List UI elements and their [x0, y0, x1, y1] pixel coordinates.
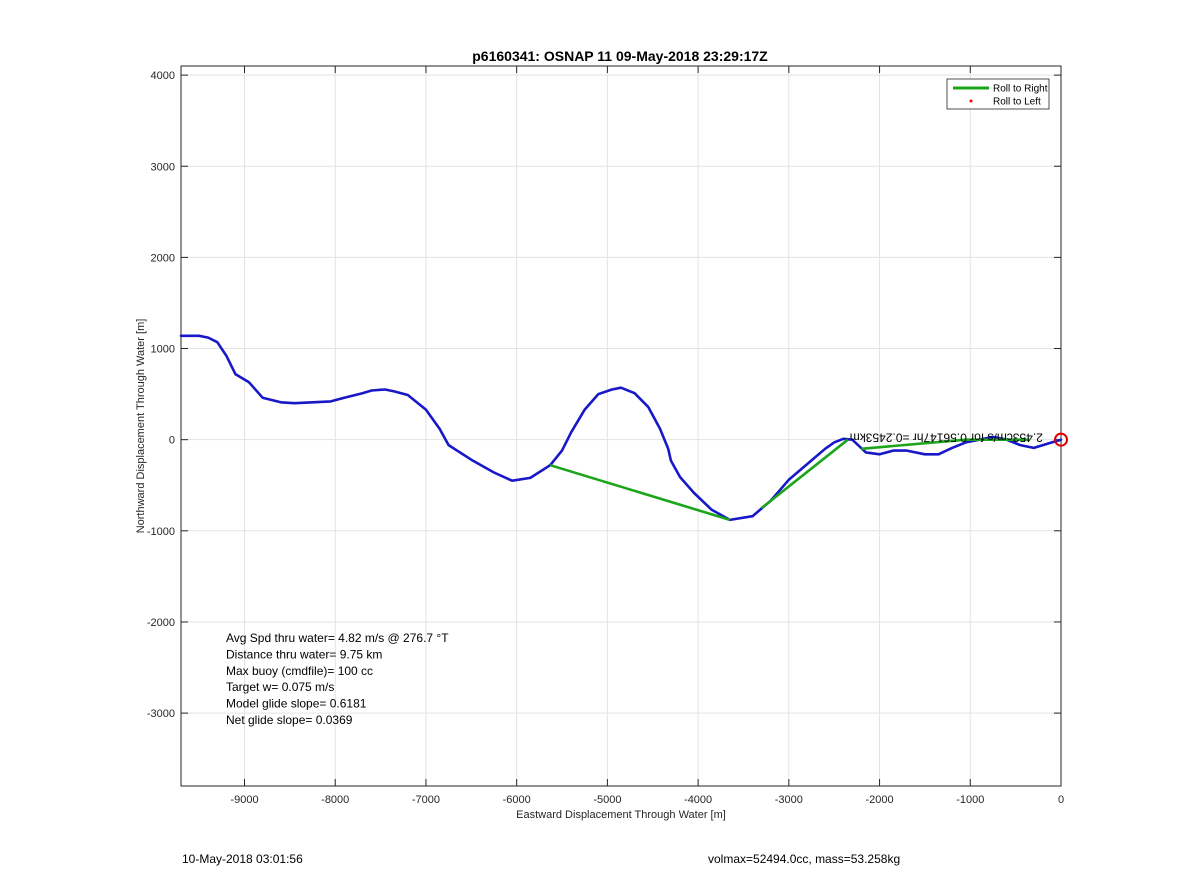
x-tick-label: -2000	[865, 794, 893, 806]
legend-box	[946, 78, 1050, 110]
y-tick-label: -3000	[147, 708, 175, 720]
end-position-marker	[1054, 432, 1068, 447]
y-tick-label: 4000	[151, 70, 175, 82]
stats-block: Avg Spd thru water= 4.82 m/s @ 276.7 °T D…	[226, 631, 449, 727]
y-tick-label: -1000	[147, 526, 175, 538]
x-tick-label: 0	[1058, 794, 1064, 806]
rotated-annotation: 2.453cm/s for 0.56147hr =0.2453km	[850, 431, 1043, 445]
roll-to-right-segment	[549, 463, 731, 522]
legend-swatch-roll-left	[969, 99, 973, 103]
roll-to-right-segment	[760, 438, 849, 510]
y-tick-label: 0	[169, 435, 175, 447]
stat-line: Model glide slope= 0.6181	[226, 697, 367, 711]
x-tick-label: -5000	[593, 794, 621, 806]
chart-title: p6160341: OSNAP 11 09-May-2018 23:29:17Z	[472, 48, 768, 64]
stat-line: Distance thru water= 9.75 km	[226, 647, 382, 661]
x-tick-label: -6000	[503, 794, 531, 806]
grid	[181, 66, 1062, 786]
x-tick-label: -7000	[412, 794, 440, 806]
x-tick-label: -3000	[775, 794, 803, 806]
stat-line: Avg Spd thru water= 4.82 m/s @ 276.7 °T	[226, 631, 449, 645]
legend-label-roll-right: Roll to Right	[993, 84, 1048, 95]
legend-label-roll-left: Roll to Left	[993, 97, 1041, 108]
roll-to-right-segment	[861, 438, 966, 451]
footer-timestamp: 10-May-2018 03:01:56	[182, 852, 303, 866]
y-tick-label: 2000	[151, 252, 175, 264]
y-axis-label: Northward Displacement Through Water [m]	[135, 319, 147, 534]
x-tick-label: -4000	[684, 794, 712, 806]
x-tick-label: -9000	[230, 794, 258, 806]
x-tick-label: -1000	[956, 794, 984, 806]
plot-frame	[180, 65, 1062, 787]
x-axis-label: Eastward Displacement Through Water [m]	[516, 809, 726, 821]
stat-line: Max buoy (cmdfile)= 100 cc	[226, 664, 373, 678]
x-tick-label: -8000	[321, 794, 349, 806]
y-tick-label: 1000	[151, 344, 175, 356]
axis-ticks: -9000 -8000 -7000 -6000 -5000 -4000 -3000 -2000…	[147, 66, 1064, 806]
y-tick-label: -2000	[147, 617, 175, 629]
legend: Roll to Right Roll to Left	[946, 78, 1050, 110]
stat-line: Target w= 0.075 m/s	[226, 680, 334, 694]
y-tick-label: 3000	[151, 161, 175, 173]
series-track-line	[179, 334, 1063, 522]
stat-line: Net glide slope= 0.0369	[226, 713, 353, 727]
plot-area: 2.453cm/s for 0.56147hr =0.2453km	[179, 334, 1068, 522]
footer-volmax-mass: volmax=52494.0cc, mass=53.258kg	[708, 852, 901, 866]
